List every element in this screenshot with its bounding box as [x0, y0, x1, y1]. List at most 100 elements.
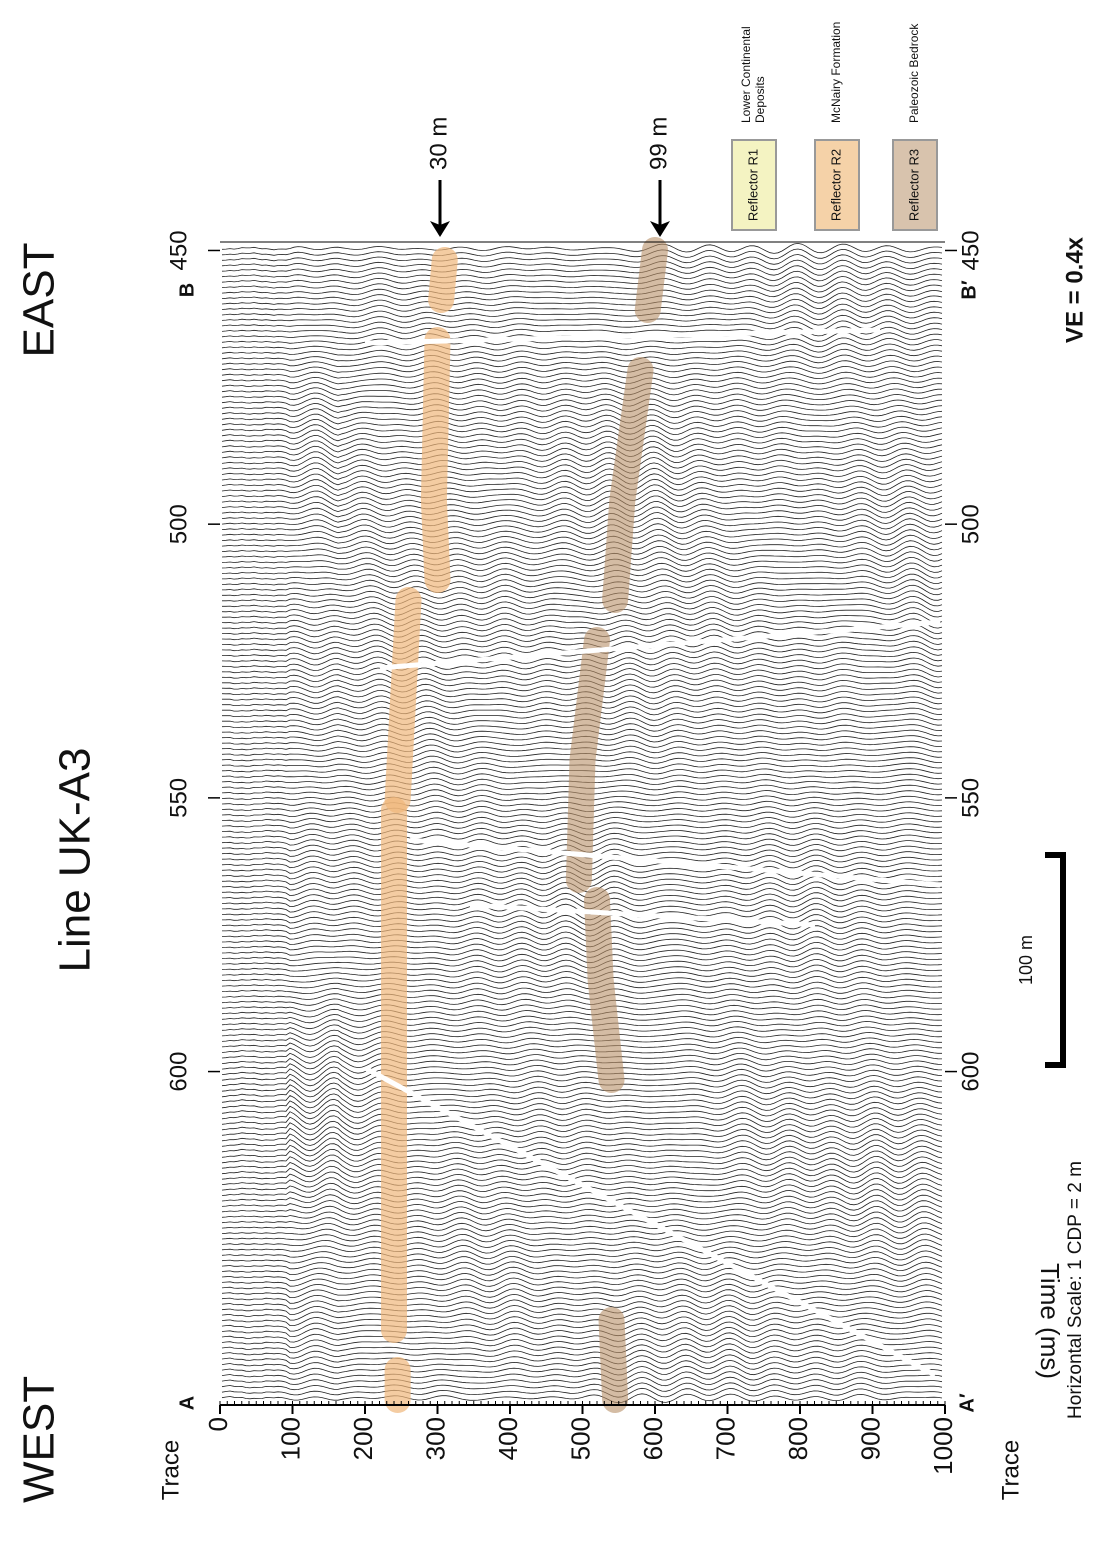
- trace-wiggle: [221, 298, 943, 310]
- trace-wiggle: [221, 348, 943, 358]
- trace-wiggle: [221, 523, 943, 535]
- trace-wiggle: [221, 1126, 943, 1141]
- trace-wiggle: [221, 1137, 943, 1152]
- trace-wiggle: [221, 1104, 943, 1120]
- trace-wiggle: [221, 1222, 943, 1234]
- trace-wiggle: [221, 640, 943, 651]
- rotated-figure: WEST Line UK-A3 EAST Trace Trace Time (m…: [15, 22, 1089, 1503]
- reflector-band: [634, 237, 668, 323]
- trace-wiggle: [221, 484, 943, 497]
- trace-wiggle: [221, 517, 943, 530]
- fault: [364, 327, 881, 346]
- trace-wiggle: [222, 612, 943, 624]
- trace-wiggle: [221, 1160, 943, 1173]
- trace-tick-label: 550: [957, 778, 984, 818]
- trace-wiggle: [221, 397, 943, 408]
- trace-wiggle: [221, 1316, 943, 1327]
- trace-wiggle: [221, 408, 943, 419]
- trace-wiggle: [221, 435, 943, 447]
- trace-wiggle: [221, 1077, 943, 1092]
- trace-wiggle: [221, 953, 943, 964]
- trace-wiggle: [221, 551, 943, 563]
- arrow-head: [430, 221, 450, 237]
- trace-wiggle: [221, 403, 943, 413]
- time-tick-label: 0: [203, 1417, 233, 1431]
- trace-wiggle: [221, 1082, 943, 1098]
- legend-name: Reflector R3: [906, 149, 921, 221]
- reflector-band: [420, 327, 451, 593]
- trace-wiggle: [221, 975, 943, 985]
- trace-wiggle: [221, 919, 943, 932]
- trace-wiggle: [221, 1055, 943, 1070]
- trace-wiggle: [221, 1143, 943, 1157]
- scale-bar-label: 100 m: [1016, 935, 1036, 985]
- trace-wiggle: [221, 429, 943, 442]
- trace-wiggle: [221, 892, 943, 904]
- trace-wiggle: [221, 1019, 943, 1030]
- trace-wiggle: [221, 908, 943, 921]
- trace-wiggle: [221, 1244, 943, 1255]
- trace-wiggle: [221, 1029, 943, 1041]
- time-tick-label: 1000: [928, 1417, 958, 1475]
- trace-wiggle: [221, 292, 943, 304]
- legend-description: Deposits: [753, 76, 767, 123]
- trace-wiggle: [221, 467, 943, 480]
- fault: [363, 1065, 937, 1378]
- trace-tick-label: 550: [165, 778, 192, 818]
- trace-wiggle: [221, 1148, 943, 1162]
- trace-wiggle: [221, 1371, 943, 1382]
- trace-wiggle: [221, 242, 943, 254]
- time-tick-label: 500: [565, 1417, 595, 1460]
- trace-wiggle: [221, 259, 943, 271]
- trace-wiggle: [221, 270, 943, 282]
- trace-wiggle: [221, 1034, 942, 1047]
- trace-wiggle: [221, 886, 943, 899]
- trace-wiggle: [221, 579, 943, 590]
- trace-wiggle: [221, 1087, 943, 1103]
- trace-wiggle: [221, 584, 943, 596]
- trace-wiggle: [221, 478, 943, 491]
- trace-wiggle: [221, 1003, 943, 1012]
- trace-wiggle: [221, 1211, 943, 1223]
- trace-wiggle: [221, 1332, 943, 1343]
- trace-wiggle: [221, 506, 943, 519]
- trace-wiggle: [221, 1382, 943, 1393]
- trace-wiggle: [221, 1239, 943, 1250]
- trace-wiggle: [221, 618, 943, 629]
- trace-wiggle: [221, 1040, 942, 1053]
- reflector-band: [584, 887, 625, 1093]
- trace-wiggle: [221, 947, 943, 958]
- horizontal-scale: Horizontal Scale: 1 CDP = 2 m: [1065, 1161, 1086, 1419]
- time-tick-label: 600: [638, 1417, 668, 1460]
- trace-wiggle: [222, 601, 943, 612]
- trace-wiggle: [221, 914, 943, 926]
- trace-wiggle: [221, 1109, 943, 1125]
- trace-wiggle: [221, 440, 943, 453]
- trace-tick-label: 600: [957, 1052, 984, 1092]
- legend-swatch: [731, 139, 777, 231]
- time-tick-label: 100: [275, 1417, 305, 1460]
- trace-wiggle: [221, 354, 943, 364]
- trace-wiggle: [221, 276, 943, 287]
- trace-wiggle: [222, 629, 943, 640]
- legend-swatch: [892, 139, 938, 231]
- trace-wiggle: [221, 265, 943, 276]
- trace-wiggle: [221, 1066, 943, 1081]
- time-tick-label: 800: [783, 1417, 813, 1460]
- trace-wiggle: [222, 930, 943, 942]
- trace-wiggle: [221, 1277, 943, 1287]
- trace-wiggle: [221, 413, 943, 425]
- trace-wiggle: [221, 1288, 943, 1299]
- time-tick-label: 900: [855, 1417, 885, 1460]
- trace-wiggle: [221, 1061, 943, 1076]
- marker-b: B: [176, 283, 198, 297]
- trace-wiggle: [221, 528, 943, 541]
- trace-tick-label: 500: [957, 504, 984, 544]
- trace-wiggle: [221, 545, 943, 557]
- trace-wiggle: [221, 1050, 943, 1064]
- trace-wiggle: [221, 314, 943, 326]
- trace-wiggle: [221, 568, 943, 579]
- trace-tick-label: 600: [165, 1052, 192, 1092]
